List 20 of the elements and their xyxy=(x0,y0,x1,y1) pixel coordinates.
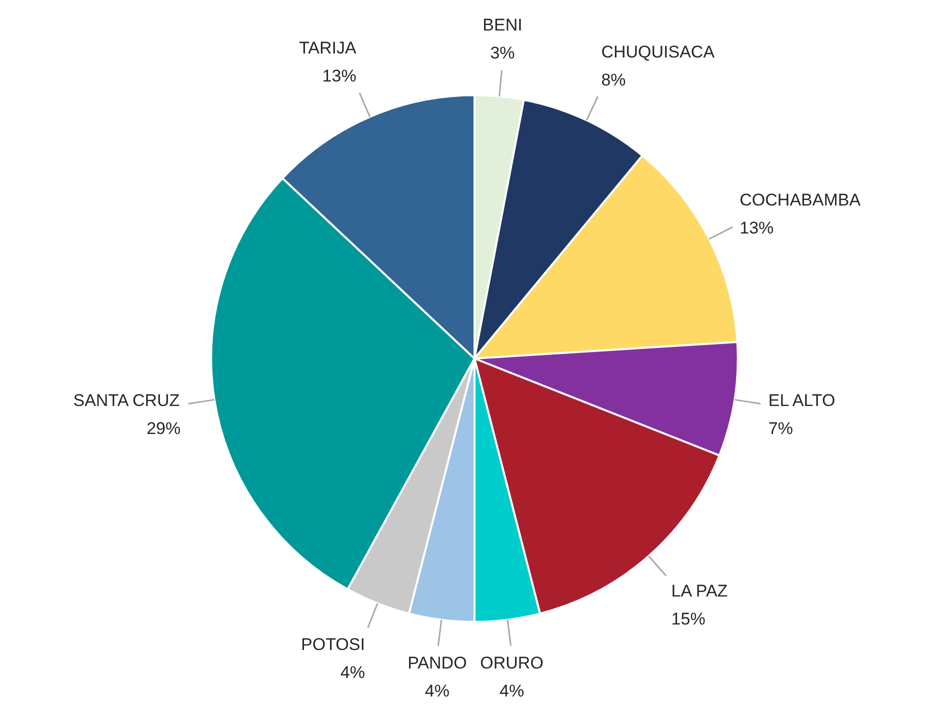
data-label: 29% xyxy=(146,419,181,438)
slice-label: EL ALTO xyxy=(768,391,836,410)
slice-label: BENI xyxy=(482,15,522,34)
data-label: 7% xyxy=(768,419,793,438)
data-label: 15% xyxy=(671,610,706,629)
data-label: 13% xyxy=(322,66,356,86)
data-label: 4% xyxy=(500,682,524,701)
data-label: 13% xyxy=(740,218,774,238)
slice-label: CHUQUISACA xyxy=(601,42,716,62)
slice-label: COCHABAMBA xyxy=(740,190,862,210)
data-label: 4% xyxy=(340,663,365,682)
slice-label: LA PAZ xyxy=(671,582,728,601)
slice-label: POTOSI xyxy=(301,635,365,654)
data-label: 4% xyxy=(424,682,450,701)
data-label: 3% xyxy=(490,43,515,62)
slice-label: SANTA CRUZ xyxy=(73,391,180,410)
slice-label: PANDO xyxy=(408,654,467,673)
data-label: 8% xyxy=(601,70,626,90)
slice-label: ORURO xyxy=(480,654,544,673)
slice-label: TARIJA xyxy=(299,38,357,58)
